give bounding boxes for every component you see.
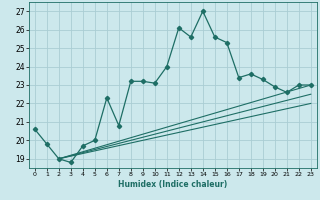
- X-axis label: Humidex (Indice chaleur): Humidex (Indice chaleur): [118, 180, 228, 189]
